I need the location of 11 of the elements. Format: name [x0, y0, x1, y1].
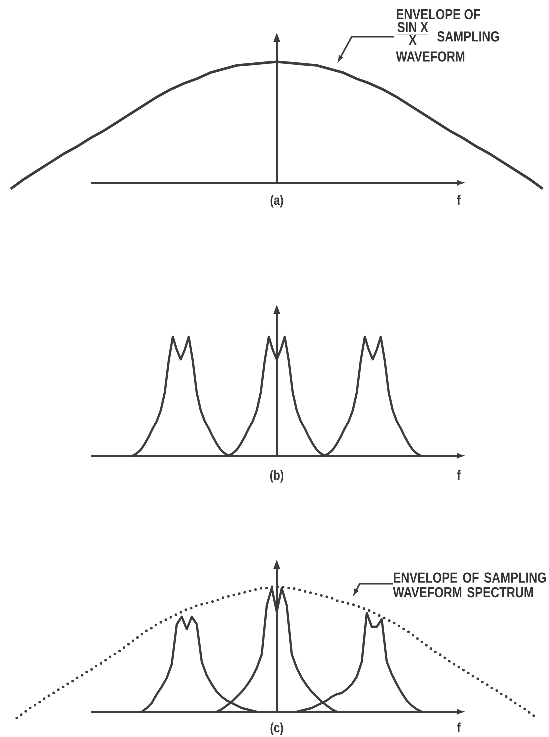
x-axis-title: f [457, 195, 461, 205]
text: WAVEFORM [396, 52, 465, 62]
text: ENVELOPE OF [397, 9, 480, 20]
text: (b) [270, 470, 284, 483]
text: (a) [270, 195, 284, 208]
text: $\frac{\mbox{SIN X}}{\mbox{X}}$ [397, 22, 428, 45]
text: (c) [270, 722, 284, 736]
x-axis-title: f [457, 722, 461, 732]
x-axis-title: f [457, 470, 461, 480]
text: SAMPLING [438, 32, 500, 42]
annotation: ENVELOPE OF SAMPLING WAVEFORM SPECTRUM [393, 572, 546, 598]
